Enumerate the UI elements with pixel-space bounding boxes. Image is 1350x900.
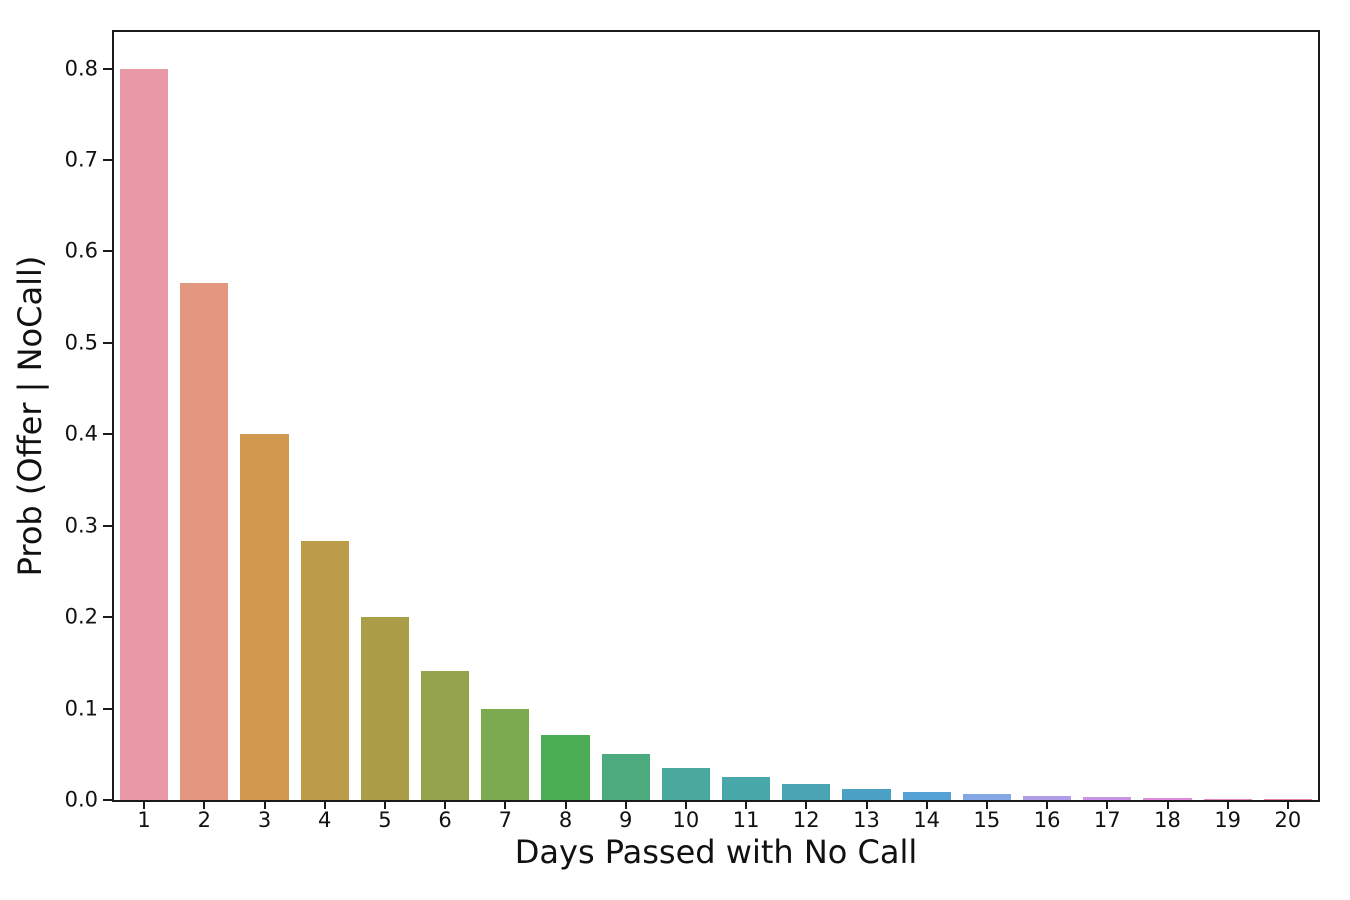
x-tick-label-11: 11: [732, 808, 760, 832]
bar-day-15: [962, 794, 1011, 800]
x-tick-mark: [383, 800, 386, 809]
x-tick-mark: [684, 800, 687, 809]
x-tick-mark: [444, 800, 447, 809]
bar-day-8: [541, 735, 590, 800]
bar-day-3: [240, 434, 289, 800]
y-tick-mark: [103, 67, 112, 70]
x-tick-label-3: 3: [257, 808, 272, 832]
x-tick-mark: [865, 800, 868, 809]
x-tick-mark: [925, 800, 928, 809]
y-tick-label-0.5: 0.5: [64, 330, 98, 355]
x-tick-label-16: 16: [1033, 808, 1061, 832]
bar-day-16: [1023, 795, 1072, 800]
x-tick-mark: [323, 800, 326, 809]
bar-day-12: [782, 783, 831, 800]
x-tick-mark: [203, 800, 206, 809]
bar-day-9: [601, 754, 650, 800]
bar-day-4: [300, 541, 349, 800]
y-tick-mark: [103, 341, 112, 344]
bar-day-19: [1203, 798, 1252, 800]
bar-day-17: [1083, 797, 1132, 800]
x-tick-label-7: 7: [498, 808, 512, 832]
bar-day-5: [360, 617, 409, 800]
y-tick-mark: [103, 250, 112, 253]
x-tick-mark: [1106, 800, 1109, 809]
x-tick-label-6: 6: [438, 808, 452, 832]
bar-day-2: [180, 282, 229, 800]
x-tick-mark: [1226, 800, 1229, 809]
x-tick-label-1: 1: [137, 808, 151, 832]
y-tick-label-0.2: 0.2: [64, 604, 98, 629]
bar-day-11: [722, 777, 771, 800]
x-tick-mark: [805, 800, 808, 809]
y-tick-mark: [103, 616, 112, 619]
bar-day-18: [1143, 798, 1192, 800]
x-tick-mark: [1166, 800, 1169, 809]
bar-day-7: [481, 708, 530, 800]
x-tick-label-5: 5: [378, 808, 392, 832]
x-tick-label-2: 2: [197, 808, 211, 832]
y-tick-mark: [103, 433, 112, 436]
x-tick-label-15: 15: [973, 808, 1001, 832]
bar-day-1: [120, 68, 169, 800]
bar-day-10: [661, 767, 710, 800]
x-tick-label-4: 4: [318, 808, 332, 832]
x-tick-mark: [1046, 800, 1049, 809]
x-tick-label-18: 18: [1154, 808, 1181, 832]
x-tick-mark: [564, 800, 567, 809]
x-tick-label-12: 12: [792, 808, 820, 832]
y-tick-label-0.3: 0.3: [64, 513, 98, 538]
y-axis-label: Prob (Offer | NoCall): [11, 255, 49, 577]
x-tick-mark: [745, 800, 748, 809]
y-tick-label-0.0: 0.0: [64, 787, 98, 812]
y-tick-mark: [103, 799, 112, 801]
y-tick-label-0.4: 0.4: [64, 421, 98, 446]
x-tick-label-14: 14: [913, 808, 941, 832]
y-tick-mark: [103, 524, 112, 527]
x-tick-label-10: 10: [672, 808, 700, 832]
x-tick-label-8: 8: [558, 808, 573, 832]
x-tick-mark: [143, 800, 146, 809]
x-tick-label-19: 19: [1214, 808, 1242, 832]
x-tick-mark: [1286, 800, 1289, 809]
y-tick-label-0.6: 0.6: [64, 238, 98, 263]
bar-day-13: [842, 788, 891, 800]
x-tick-mark: [504, 800, 507, 809]
bar-day-20: [1263, 799, 1312, 800]
y-tick-label-0.8: 0.8: [64, 56, 98, 81]
plot-area: 1 2 3 4 5 6 7 8 9 10 11 12 13 14 15 16 17 18 19 20 0.0 0.1 0.2…: [65, 30, 1320, 831]
y-tick-label-0.1: 0.1: [64, 696, 98, 721]
x-tick-label-9: 9: [619, 808, 633, 832]
x-tick-label-17: 17: [1093, 808, 1121, 832]
y-tick-label-0.7: 0.7: [64, 147, 98, 172]
x-tick-label-20: 20: [1274, 808, 1302, 832]
x-tick-mark: [263, 800, 266, 809]
x-axis-label: Days Passed with No Call: [514, 833, 918, 871]
y-tick-mark: [103, 707, 112, 710]
y-tick-mark: [103, 158, 112, 161]
x-tick-mark: [985, 800, 988, 809]
x-tick-mark: [624, 800, 627, 809]
bar-day-6: [421, 670, 470, 800]
bar-day-14: [902, 791, 951, 800]
x-tick-label-13: 13: [853, 808, 880, 832]
